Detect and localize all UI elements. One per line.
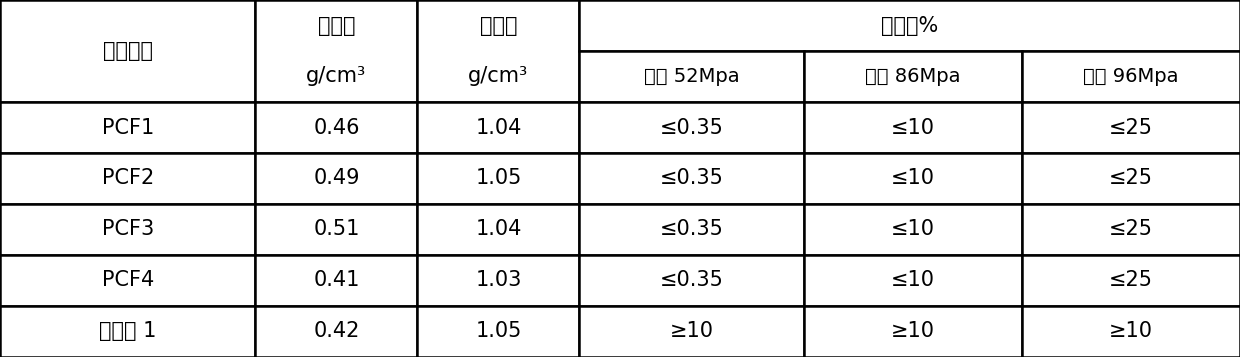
Text: 样品编号: 样品编号 — [103, 41, 153, 61]
Bar — [804, 306, 1022, 357]
Text: 0.46: 0.46 — [314, 117, 360, 137]
Bar — [579, 153, 804, 204]
Text: 0.41: 0.41 — [314, 271, 360, 291]
Text: 0.49: 0.49 — [314, 169, 360, 188]
Bar — [255, 204, 418, 255]
Text: ≥10: ≥10 — [1109, 322, 1153, 342]
Text: ≤0.35: ≤0.35 — [660, 117, 724, 137]
Bar — [1022, 204, 1240, 255]
Bar — [418, 204, 579, 255]
Bar — [418, 306, 579, 357]
Text: 承压 86Mpa: 承压 86Mpa — [866, 67, 961, 86]
Bar — [804, 204, 1022, 255]
Bar — [0, 204, 255, 255]
Bar — [0, 0, 255, 102]
Text: ≤10: ≤10 — [890, 169, 935, 188]
Bar — [1022, 102, 1240, 153]
Text: ≤25: ≤25 — [1109, 117, 1153, 137]
Text: PCF3: PCF3 — [102, 220, 154, 240]
Bar — [418, 153, 579, 204]
Bar — [579, 102, 804, 153]
Text: 视密度: 视密度 — [480, 15, 517, 35]
Text: ≤10: ≤10 — [890, 220, 935, 240]
Text: ≥10: ≥10 — [890, 322, 935, 342]
Text: ≥10: ≥10 — [670, 322, 714, 342]
Bar — [0, 255, 255, 306]
Text: 0.51: 0.51 — [314, 220, 360, 240]
Text: ≤0.35: ≤0.35 — [660, 169, 724, 188]
Text: 承压 96Mpa: 承压 96Mpa — [1084, 67, 1179, 86]
Text: PCF2: PCF2 — [102, 169, 154, 188]
Bar — [418, 0, 579, 102]
Bar — [0, 153, 255, 204]
Bar — [255, 153, 418, 204]
Bar — [0, 102, 255, 153]
Bar — [804, 102, 1022, 153]
Bar — [255, 306, 418, 357]
Bar — [1022, 153, 1240, 204]
Bar — [579, 204, 804, 255]
Text: 承压 52Mpa: 承压 52Mpa — [644, 67, 739, 86]
Text: ≤0.35: ≤0.35 — [660, 271, 724, 291]
Bar — [579, 51, 804, 102]
Bar — [1022, 51, 1240, 102]
Text: ≤25: ≤25 — [1109, 271, 1153, 291]
Text: 1.05: 1.05 — [475, 169, 522, 188]
Text: PCF1: PCF1 — [102, 117, 154, 137]
Bar — [579, 255, 804, 306]
Text: PCF4: PCF4 — [102, 271, 154, 291]
Text: 1.05: 1.05 — [475, 322, 522, 342]
Text: 破碎率%: 破碎率% — [882, 15, 939, 35]
Bar — [804, 153, 1022, 204]
Bar — [579, 0, 1240, 51]
Text: 1.04: 1.04 — [475, 220, 522, 240]
Text: ≤25: ≤25 — [1109, 220, 1153, 240]
Text: g/cm³: g/cm³ — [469, 66, 528, 86]
Text: 0.42: 0.42 — [314, 322, 360, 342]
Bar — [418, 255, 579, 306]
Text: 1.03: 1.03 — [475, 271, 522, 291]
Bar — [1022, 255, 1240, 306]
Text: 1.04: 1.04 — [475, 117, 522, 137]
Text: 对比例 1: 对比例 1 — [99, 322, 156, 342]
Bar — [804, 255, 1022, 306]
Bar — [804, 51, 1022, 102]
Text: ≤0.35: ≤0.35 — [660, 220, 724, 240]
Bar — [579, 306, 804, 357]
Bar — [1022, 306, 1240, 357]
Bar — [255, 102, 418, 153]
Text: ≤25: ≤25 — [1109, 169, 1153, 188]
Bar — [0, 306, 255, 357]
Text: ≤10: ≤10 — [890, 117, 935, 137]
Bar — [418, 102, 579, 153]
Bar — [255, 0, 418, 102]
Bar — [255, 255, 418, 306]
Text: ≤10: ≤10 — [890, 271, 935, 291]
Text: 体密度: 体密度 — [317, 15, 355, 35]
Text: g/cm³: g/cm³ — [306, 66, 367, 86]
